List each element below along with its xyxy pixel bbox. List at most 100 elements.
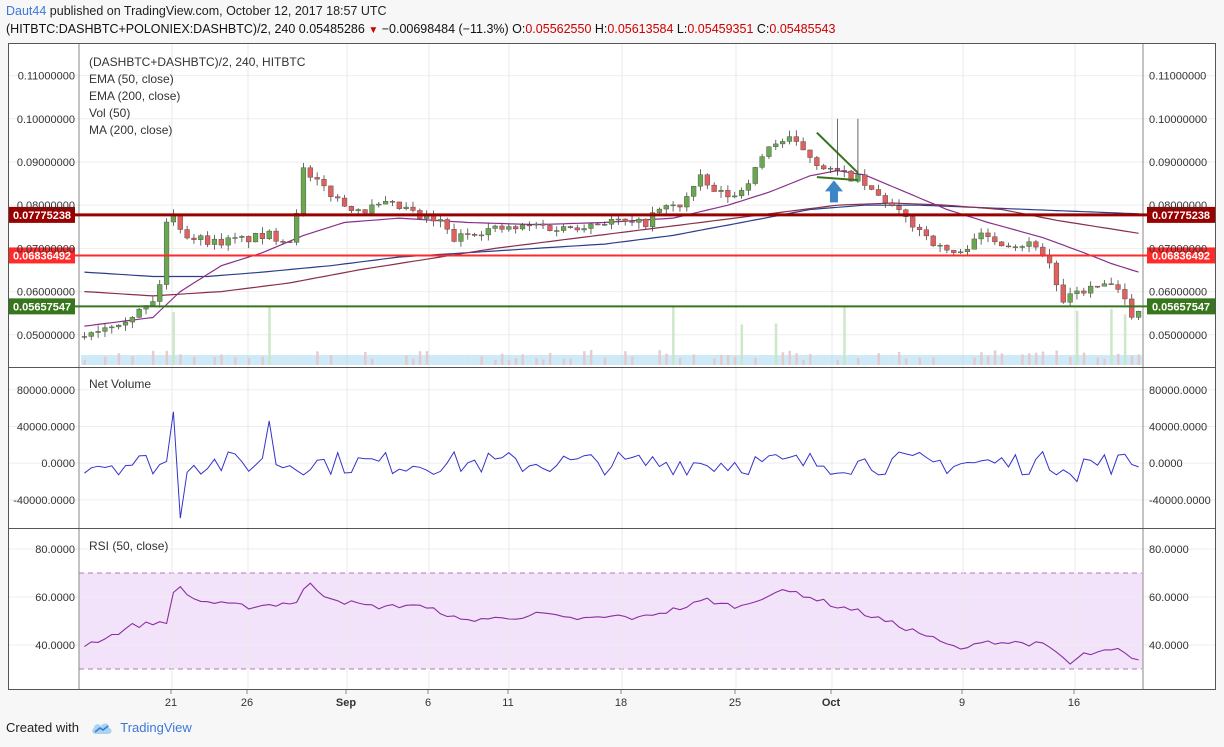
- candle-up: [376, 203, 382, 206]
- candle-down: [677, 204, 683, 208]
- xtick-label-6: 25: [729, 697, 741, 709]
- volume-band: [238, 355, 246, 365]
- legend-ma200: MA (200, close): [89, 123, 172, 137]
- volume-bar: [411, 358, 415, 365]
- rsi-chart[interactable]: 80.0000 80.0000 60.0000 60.0000 40.0000 40.00…: [9, 529, 1215, 689]
- volume-band: [608, 355, 615, 365]
- publish-line: Daut44 published on TradingView.com, Oct…: [6, 4, 387, 18]
- candle-up: [745, 183, 751, 191]
- candle-up: [759, 156, 765, 168]
- rsi-pane[interactable]: 80.0000 80.0000 60.0000 60.0000 40.0000 40.00…: [8, 528, 1216, 690]
- candle-down: [362, 209, 368, 214]
- candle-up: [964, 249, 971, 253]
- volume-bar: [1103, 358, 1106, 365]
- volume-band: [950, 355, 958, 365]
- candle-up: [232, 237, 238, 239]
- candle-up: [198, 235, 204, 240]
- volume-bar: [425, 351, 429, 365]
- rsi-ytick-right-1: 60.0000: [1149, 592, 1189, 604]
- candle-down: [814, 157, 820, 166]
- candle-up: [738, 190, 745, 197]
- volume-band: [436, 355, 444, 365]
- volume-bar: [562, 358, 566, 365]
- candle-up: [780, 141, 786, 145]
- candle-down: [889, 202, 895, 206]
- volume-band: [868, 355, 876, 365]
- volume-bar: [603, 357, 607, 365]
- candle-down: [389, 201, 396, 203]
- candle-down: [807, 149, 813, 158]
- volume-band: [108, 355, 116, 365]
- candle-up: [252, 233, 259, 243]
- footer: Created with TradingView: [6, 720, 192, 735]
- candle-up: [88, 332, 94, 337]
- candle-up: [773, 143, 779, 147]
- volume-bar: [548, 352, 552, 365]
- candle-up: [102, 327, 108, 332]
- candle-up: [485, 228, 491, 236]
- candle-up: [300, 167, 307, 214]
- volume-band: [183, 355, 191, 365]
- volume-band: [443, 355, 451, 365]
- price-ytick-right-3: 0.08000000: [1149, 200, 1207, 212]
- candle-down: [882, 195, 888, 204]
- price-pane[interactable]: 0.07775238 0.07775238 0.06836492 0.06836492…: [8, 43, 1216, 368]
- price-ytick-right-0: 0.11000000: [1149, 71, 1206, 83]
- volume-band: [642, 355, 650, 365]
- volume-bar: [624, 351, 627, 365]
- candle-down: [944, 244, 950, 251]
- volume-band: [1005, 355, 1012, 365]
- xtick-label-0: 21: [165, 697, 177, 709]
- candle-down: [328, 185, 334, 197]
- net-volume-chart[interactable]: 80000.0000 80000.0000 40000.0000 40000.0000…: [9, 368, 1215, 528]
- price-chart[interactable]: 0.07775238 0.07775238 0.06836492 0.06836492…: [9, 44, 1215, 367]
- volume-bar: [904, 358, 908, 365]
- volume-bar: [179, 354, 182, 365]
- candle-up: [649, 212, 656, 228]
- xtick-label-9: 16: [1068, 697, 1080, 709]
- netvol-ytick-right-1: 40000.0000: [1149, 421, 1207, 433]
- candle-up: [588, 223, 594, 229]
- candle-down: [951, 249, 957, 253]
- volume-band: [1011, 355, 1019, 365]
- time-axis[interactable]: 21 26 Sep 6 11 18 25 Oct 9 16: [8, 690, 1216, 712]
- volume-band: [649, 355, 656, 365]
- volume-bar: [1069, 356, 1072, 365]
- volume-band: [197, 355, 205, 365]
- netvol-ytick-right-2: 0.0000: [1149, 458, 1183, 470]
- volume-band: [847, 355, 855, 365]
- tradingview-link[interactable]: TradingView: [120, 720, 192, 735]
- volume-bar: [514, 358, 518, 365]
- volume-bar: [856, 357, 860, 365]
- volume-bar: [151, 350, 155, 365]
- candle-up: [855, 174, 861, 182]
- candle-down: [862, 174, 868, 186]
- volume-band: [765, 355, 773, 365]
- candle-down: [923, 229, 929, 237]
- volume-band: [861, 355, 869, 365]
- volume-band: [744, 355, 752, 365]
- candle-up: [506, 226, 512, 230]
- net-volume-line: [84, 411, 1139, 519]
- volume-band: [300, 355, 307, 365]
- candle-up: [752, 167, 758, 184]
- volume-bar: [83, 359, 86, 365]
- candle-down: [725, 190, 731, 198]
- netvol-ytick-left-0: 80000.0000: [17, 385, 75, 397]
- volume-band: [1046, 355, 1054, 365]
- volume-bar: [802, 359, 805, 365]
- volume-bar: [261, 356, 264, 365]
- candle-down: [800, 141, 806, 151]
- high-label: H:: [594, 22, 608, 36]
- candle-up: [766, 146, 772, 157]
- candle-down: [711, 184, 717, 192]
- candle-down: [910, 216, 916, 228]
- net-volume-pane[interactable]: 80000.0000 80000.0000 40000.0000 40000.0000…: [8, 367, 1216, 529]
- legend-vol: Vol (50): [89, 106, 130, 120]
- author-link[interactable]: Daut44: [6, 4, 47, 18]
- candle-down: [629, 221, 635, 223]
- volume-bar: [192, 356, 196, 365]
- volume-bar: [774, 323, 778, 365]
- volume-bar: [1041, 351, 1045, 365]
- level-label-left-1: 0.06836492: [13, 250, 71, 262]
